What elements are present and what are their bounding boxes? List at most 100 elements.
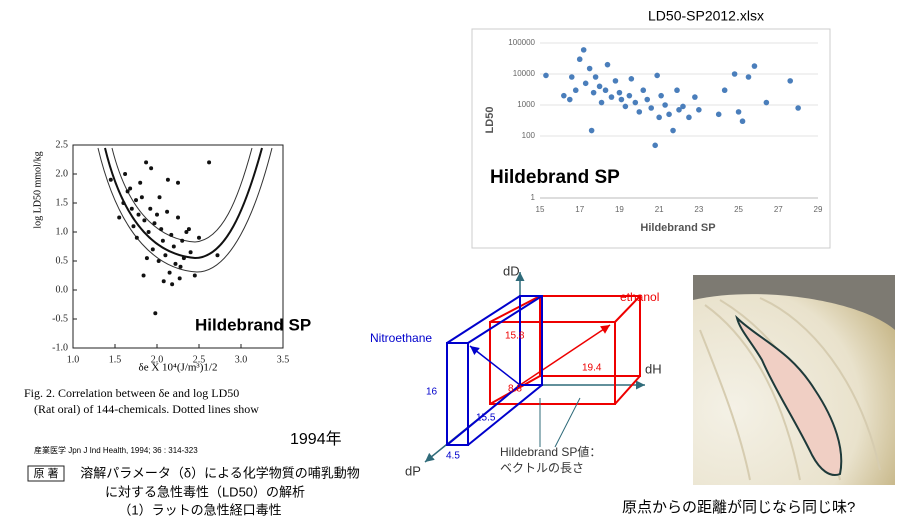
y-tick-label: 1.5 [56,197,69,208]
paper-title: に対する急性毒性（LD50）の解析 [105,484,305,499]
point [751,63,758,69]
point [125,189,130,194]
paper-title: 溶解パラメータ（δ）による化学物質の哺乳動物 [80,465,359,480]
point [644,96,651,103]
point [572,87,579,94]
point [686,114,692,121]
point [150,247,155,252]
point [197,235,201,240]
point [626,92,633,99]
chart-title: LD50-SP2012.xlsx [648,8,764,24]
value-label: 15.5 [476,413,496,424]
x-tick-label: 17 [575,205,584,214]
y-tick-label: -0.5 [52,313,68,324]
x-tick-label: 1.5 [109,354,122,365]
axis-label: dD [503,263,520,278]
point [123,172,128,176]
point [676,107,682,113]
y-tick-label: 100 [522,131,536,140]
point [159,227,164,232]
point [108,177,113,182]
photo-caption: 原点からの距離が同じなら同じ味? [622,498,855,516]
point [616,89,623,96]
x-tick-label: 19 [615,205,624,214]
point [586,65,593,72]
y-tick-label: 2.0 [56,168,69,179]
x-tick-label: 29 [814,205,823,214]
label-nitroethane: Nitroethane [370,331,432,345]
point [138,180,143,185]
point [178,264,183,269]
excel-chart: LD50-SP2012.xlsx Hildebrand SP LD50 1 100… [471,8,831,249]
point [121,201,126,205]
point [592,74,599,80]
point [696,107,702,113]
note: ベクトルの長さ [500,461,584,475]
value-label: 4.5 [446,451,460,462]
point [632,99,639,106]
y-tick-label: 100000 [508,38,535,47]
point [666,111,672,118]
x-tick-label: 15 [536,205,545,214]
point [155,212,159,217]
fit-curve-dotted [111,147,253,243]
x-tick-label: 21 [655,205,664,214]
point [580,47,587,53]
point [188,250,193,255]
y-axis-label: log LD50 mmol/kg [32,151,43,228]
point [173,261,178,266]
point [128,186,133,191]
onion-photo [693,275,895,485]
value-label: 15.8 [505,331,525,342]
point [670,127,676,134]
value-label: 8.8 [508,384,522,395]
point [149,166,154,171]
point [171,244,176,249]
note: Hildebrand SP値： [500,444,601,459]
overlay-label: Hildebrand SP [490,167,620,188]
point [568,74,575,80]
point [604,61,611,68]
fit-curve [104,147,263,260]
point [148,206,153,211]
point [181,256,186,261]
section-box [27,465,65,482]
old-chart: δe X 10⁴(J/m³)1/2 log LD50 mmol/kg Fig. … [24,139,311,415]
paper-title: （1）ラットの急性経口毒性 [118,502,281,517]
point [186,227,191,232]
point [588,127,595,134]
point [169,232,174,237]
point [763,99,770,106]
vector-nitroethane [469,345,521,386]
point [163,253,168,258]
x-tick-label: 2.5 [193,354,206,365]
point [618,96,625,103]
x-tick-label: 3.5 [277,354,290,365]
y-tick-label: 1000 [517,100,535,109]
point [640,87,647,94]
x-tick-label: 3.0 [235,354,248,365]
point [692,94,698,100]
point [184,230,189,234]
point [129,206,134,211]
pointer [539,397,581,448]
point [731,71,738,77]
point [715,111,722,118]
point [139,195,144,200]
point [745,74,752,80]
point [144,256,149,261]
point [721,87,728,94]
point [662,102,668,108]
point [582,80,589,87]
point [160,238,165,243]
point [658,92,664,99]
box-nitroethane [519,295,543,386]
journal: 産業医学 Jpn J Ind Health, 1994; 36 : 314-32… [34,445,198,455]
y-tick-label: 1.0 [56,226,69,237]
point [161,279,166,284]
point [170,282,175,287]
point [795,105,801,111]
point [636,109,643,115]
value-label: 16 [426,387,438,398]
